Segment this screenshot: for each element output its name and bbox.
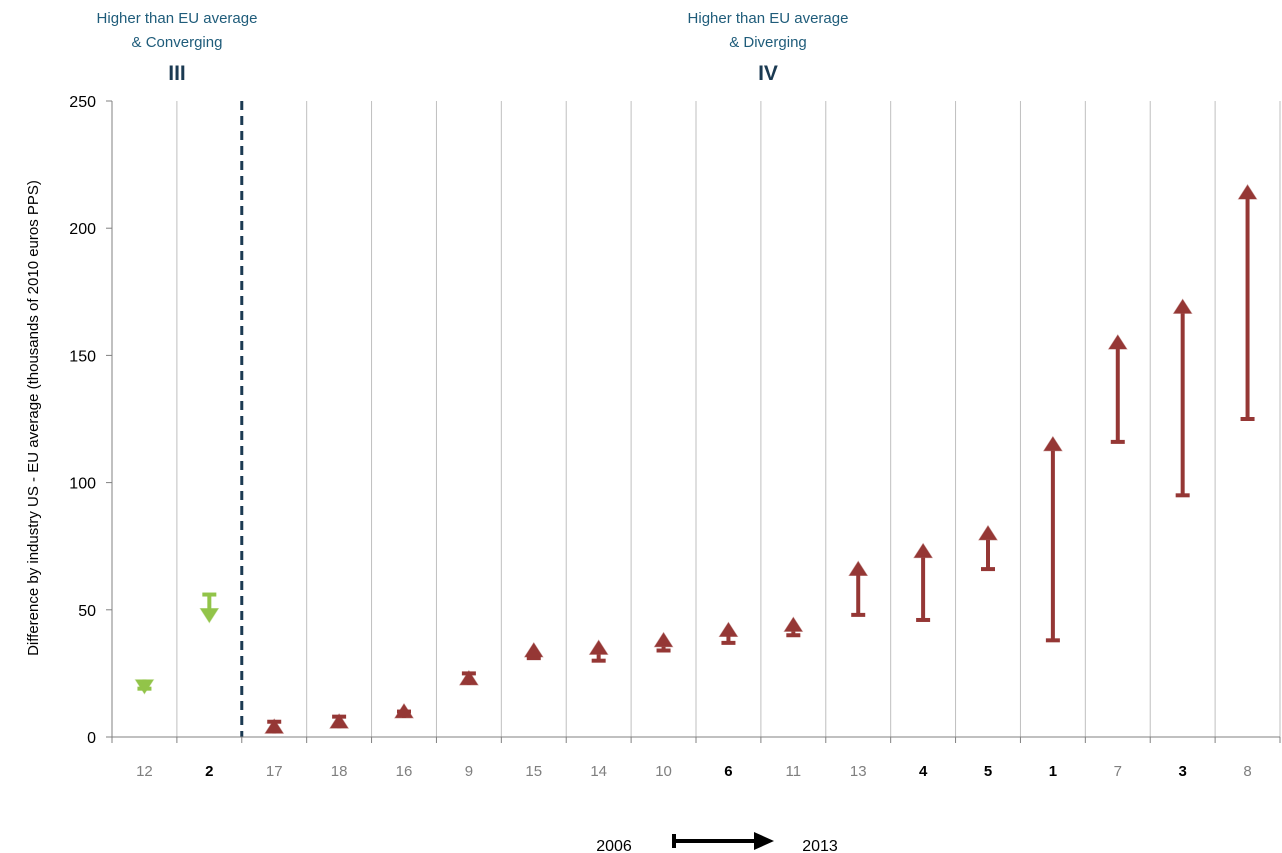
arrow-head — [134, 679, 155, 695]
range-arrow-6 — [718, 621, 739, 645]
grid — [176, 101, 1281, 737]
y-tick-label: 250 — [69, 94, 96, 111]
x-tick-label: 4 — [919, 763, 928, 780]
arrow-head — [653, 631, 674, 648]
arrow-head — [394, 703, 414, 719]
range-arrow-13 — [848, 560, 869, 617]
x-ticks: 12 2 17 18 16 9 15 14 10 6 11 13 4 5 1 7 3 8 — [111, 737, 1281, 780]
timeline-arrow-head — [754, 832, 774, 850]
arrow-head — [978, 524, 998, 541]
arrow-head — [848, 560, 869, 576]
arrow-head — [718, 621, 739, 638]
x-tick-label: 10 — [655, 763, 672, 780]
x-tick-label: 9 — [465, 763, 473, 780]
arrow-head — [264, 718, 285, 734]
range-arrow-8 — [1237, 184, 1258, 421]
quadrant-iv-title-line2: & Diverging — [729, 34, 807, 51]
x-tick-label: 11 — [786, 763, 802, 780]
y-tick-label: 150 — [69, 348, 96, 365]
x-tick-label: 8 — [1243, 763, 1251, 780]
quadrant-iv-label: IV — [758, 62, 778, 85]
quadrant-iii-title-line1: Higher than EU average — [97, 10, 258, 27]
range-arrow-16 — [394, 703, 414, 719]
x-tick-label: 13 — [850, 763, 867, 780]
x-tick-label: 2 — [205, 763, 213, 780]
range-arrow-15 — [523, 641, 544, 661]
range-arrow-18 — [329, 713, 350, 729]
y-tick-label: 0 — [87, 730, 96, 747]
arrow-head — [588, 639, 609, 655]
x-tick-label: 3 — [1178, 763, 1186, 780]
arrow-head — [1042, 435, 1063, 452]
range-arrow-17 — [264, 718, 285, 734]
range-arrow-11 — [783, 616, 804, 638]
x-tick-label: 5 — [984, 763, 992, 780]
range-arrow-3 — [1172, 298, 1193, 498]
range-arrow-1 — [1042, 435, 1063, 643]
range-arrow-12 — [134, 679, 155, 695]
x-tick-label: 17 — [266, 763, 283, 780]
arrow-head — [199, 608, 220, 624]
quadrant-iii-label: III — [168, 62, 186, 85]
arrow-head — [1172, 298, 1193, 314]
range-arrow-9 — [458, 669, 479, 686]
range-arrow-14 — [588, 639, 609, 663]
arrow-head — [913, 542, 934, 559]
range-arrow-10 — [653, 631, 674, 653]
arrow-head — [458, 669, 479, 686]
marks — [134, 184, 1258, 734]
range-arrow-2 — [199, 592, 220, 624]
y-axis-label: Difference by industry US - EU average (… — [25, 180, 42, 656]
y-tick-label: 50 — [78, 603, 96, 620]
range-arrow-4 — [913, 542, 934, 622]
x-tick-label: 18 — [331, 763, 348, 780]
range-arrow-7 — [1107, 334, 1128, 444]
x-tick-label: 14 — [590, 763, 607, 780]
arrow-head — [523, 641, 544, 658]
arrow-head — [1107, 334, 1128, 350]
range-arrow-5 — [978, 524, 998, 572]
y-ticks: 0 50 100 150 200 250 — [69, 94, 112, 747]
y-tick-label: 100 — [69, 476, 96, 493]
y-tick-label: 200 — [69, 221, 96, 238]
x-tick-label: 16 — [396, 763, 413, 780]
quadrant-iv-title-line1: Higher than EU average — [688, 10, 849, 27]
timeline-end-year: 2013 — [802, 838, 838, 853]
x-tick-label: 6 — [724, 763, 732, 780]
arrow-head — [329, 713, 350, 729]
arrow-head — [783, 616, 804, 632]
x-tick-label: 7 — [1114, 763, 1122, 780]
x-tick-label: 15 — [525, 763, 542, 780]
x-tick-label: 12 — [136, 763, 153, 780]
timeline-start-year: 2006 — [596, 838, 632, 853]
x-tick-label: 1 — [1049, 763, 1057, 780]
arrow-head — [1237, 184, 1258, 200]
quadrant-iii-title-line2: & Converging — [132, 34, 223, 51]
